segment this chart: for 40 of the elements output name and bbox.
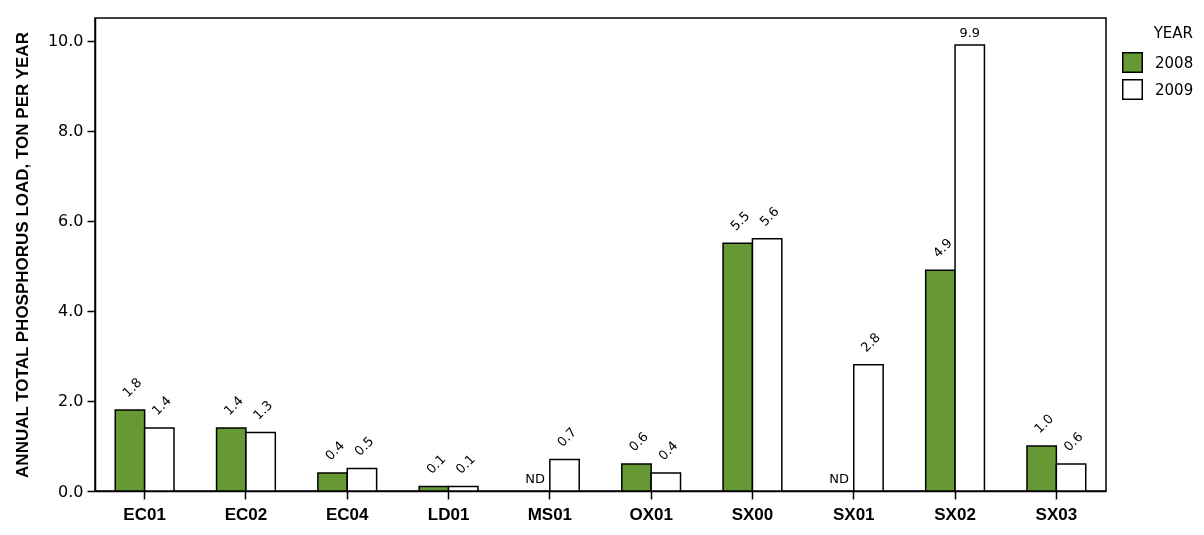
y-tick-label: 0.0	[58, 481, 84, 501]
data-label: 1.0	[1031, 410, 1057, 437]
text: ND	[829, 471, 849, 486]
y-tick-label: 8.0	[58, 121, 84, 141]
data-label: 0.6	[1060, 428, 1086, 455]
y-tick-label: 6.0	[58, 211, 84, 231]
data-label: 1.4	[148, 392, 174, 419]
y-tick-label: 2.0	[58, 391, 84, 411]
data-label: 0.6	[625, 428, 652, 455]
data-label: 0.1	[452, 451, 478, 477]
x-tick-label: LD01	[427, 504, 470, 524]
data-label: 5.6	[756, 203, 782, 229]
x-tick-label: EC02	[224, 504, 268, 524]
x-tick-label: EC01	[123, 504, 166, 524]
y-axis-title: ANNUAL TOTAL PHOSPHORUS LOAD, TON PER YEAR	[12, 32, 32, 478]
x-tick-label: OX01	[629, 504, 673, 524]
data-label: 5.5	[727, 208, 753, 234]
data-label: 1.8	[119, 374, 145, 401]
x-tick-label: EC04	[325, 504, 370, 524]
x-tick-label: MS01	[527, 504, 573, 524]
legend-title: YEAR	[1152, 24, 1193, 42]
data-label: 0.5	[351, 433, 377, 459]
data-label: 2.8	[857, 329, 884, 355]
data-label: 0.4	[321, 437, 348, 464]
text: ND	[525, 471, 546, 486]
legend-label: 2008	[1155, 53, 1194, 72]
data-label: 1.4	[220, 392, 246, 419]
y-tick-label: 10.0	[47, 31, 84, 51]
legend-label: 2009	[1155, 80, 1194, 99]
x-tick-label: SX02	[934, 504, 976, 524]
data-label: 4.9	[929, 235, 955, 261]
x-tick-label: SX03	[1035, 504, 1078, 524]
x-tick-label: SX00	[731, 504, 774, 524]
x-tick-label: SX01	[832, 504, 875, 524]
data-label: 9.9	[959, 25, 981, 41]
data-label: 0.1	[423, 451, 449, 477]
data-label: 0.7	[553, 424, 580, 450]
data-label: 0.4	[655, 437, 681, 464]
data-label: 1.3	[250, 397, 276, 423]
y-tick-label: 4.0	[58, 301, 84, 321]
